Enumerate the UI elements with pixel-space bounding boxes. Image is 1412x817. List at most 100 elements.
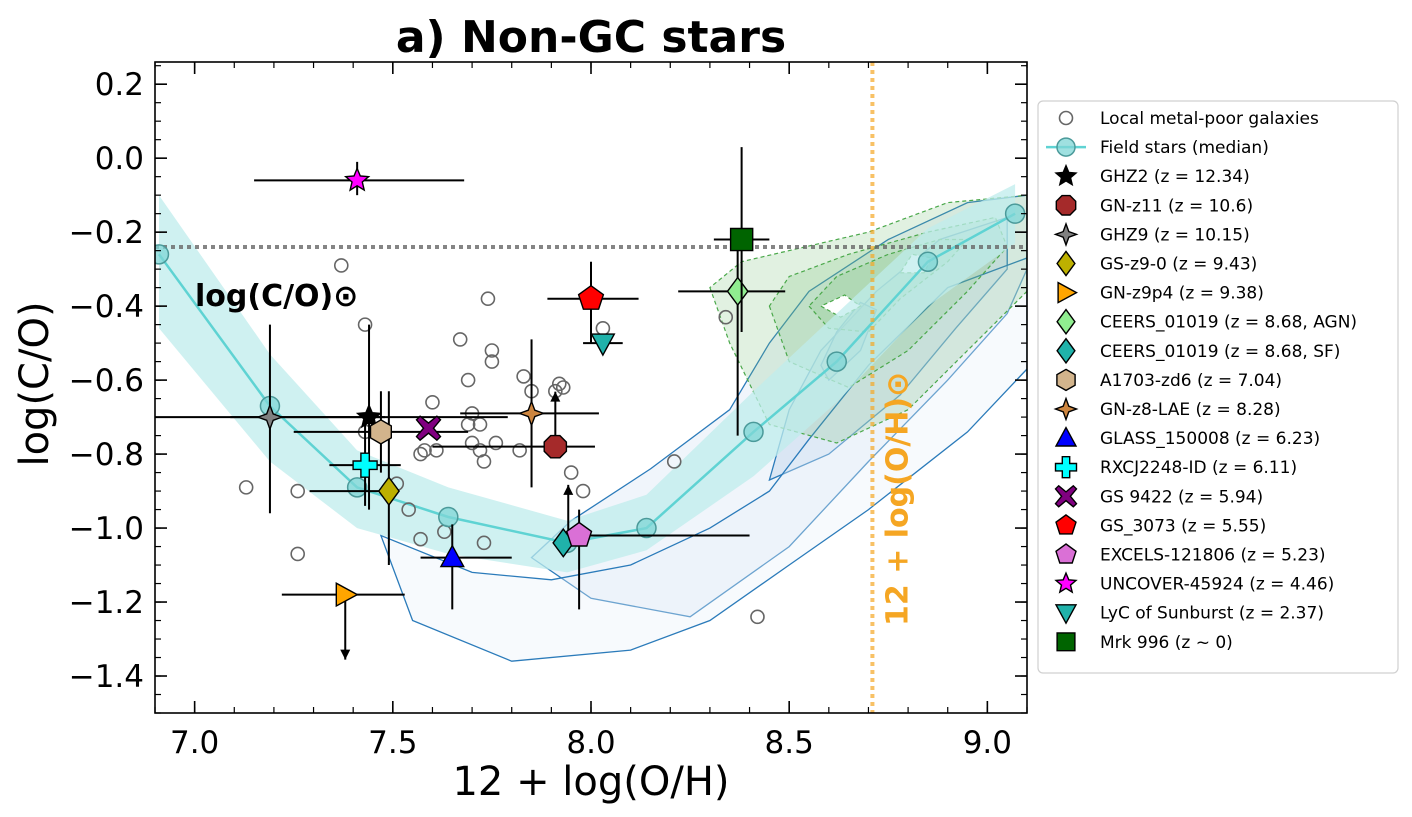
legend-marker [1056, 308, 1076, 335]
legend-entry-14: GS_3073 (z = 5.55) [1055, 514, 1266, 536]
local-galaxy-point [750, 609, 765, 625]
local-galaxy-point [429, 443, 444, 458]
local-galaxy-point [516, 369, 531, 384]
legend-label: GLASS_150008 (z = 6.23) [1100, 429, 1320, 449]
uplim-gn-z11-head [550, 391, 561, 402]
field-star-point [636, 517, 657, 539]
local-galaxy-point [425, 394, 440, 410]
lolim-ceers-01019-sf-head [563, 484, 574, 495]
marker-a1703-zd6 [369, 419, 392, 445]
local-galaxy-point [413, 531, 428, 547]
marker-glass-150008 [439, 544, 465, 568]
legend-label: Field stars (median) [1100, 138, 1269, 158]
local-galaxy-point [460, 372, 476, 388]
local-galaxy-point [480, 291, 496, 307]
marker-ghz9 [255, 403, 284, 432]
local-galaxy-point [484, 354, 500, 369]
point-mrk-996 [713, 147, 770, 333]
local-galaxy-point [488, 435, 504, 451]
legend-label: CEERS_01019 (z = 8.68, AGN) [1100, 313, 1357, 333]
y-tick-label: −0.8 [69, 437, 144, 473]
marker-gs-3073 [577, 284, 605, 310]
legend-label: GS-z9-0 (z = 9.43) [1100, 255, 1257, 275]
point-lyc-of-sunburst [583, 333, 623, 357]
local-galaxy-point [575, 483, 591, 499]
y-tick-label: −0.6 [69, 363, 144, 399]
legend-entry-2: GHZ2 (z = 12.34) [1054, 163, 1250, 187]
legend-marker [1054, 484, 1078, 508]
legend-entry-4: GHZ9 (z = 10.15) [1053, 221, 1250, 247]
local-galaxy-point [413, 446, 428, 462]
local-galaxy-point [333, 258, 349, 273]
legend-label: Mrk 996 (z ~ 0) [1100, 633, 1233, 653]
local-galaxy-point [417, 443, 432, 458]
y-tick-label: −1.0 [69, 511, 144, 547]
legend-marker [1057, 281, 1078, 304]
y-tick-label: −1.4 [69, 659, 144, 695]
legend-marker [1055, 514, 1077, 535]
marker-lyc-of-sunburst [590, 333, 616, 357]
legend-marker [1054, 163, 1078, 187]
point-glass-150008 [420, 524, 512, 610]
legend: Local metal-poor galaxies Field stars (me… [1037, 100, 1399, 674]
legend-entry-3: GN-z11 (z = 10.6) [1055, 194, 1253, 216]
legend-label: LyC of Sunburst (z = 2.37) [1100, 604, 1324, 624]
x-tick-label: 9.0 [963, 725, 1012, 761]
uplim-gn-z9p4-head [340, 649, 351, 660]
local-galaxy-point [512, 443, 527, 458]
legend-marker [1058, 110, 1074, 126]
y-axis-label: log(C/O) [12, 301, 58, 466]
y-tick-label: −0.4 [69, 289, 144, 325]
x-tick-label: 7.5 [368, 725, 417, 761]
plot-area: log(C/O)⊙ 12 + log(O/H)⊙ [155, 62, 1027, 713]
legend-entry-8: CEERS_01019 (z = 8.68, SF) [1056, 337, 1340, 365]
local-galaxy-point [666, 454, 682, 469]
x-tick-label: 8.5 [765, 725, 814, 761]
point-gs-9422 [415, 415, 442, 442]
legend-entry-0: Local metal-poor galaxies [1058, 109, 1319, 129]
local-galaxy-point [551, 376, 567, 392]
legend-entry-10: GN-z8-LAE (z = 8.28) [1053, 396, 1281, 422]
plot-clipped [155, 62, 1027, 713]
local-galaxy-point [452, 332, 468, 347]
local-galaxy-point [290, 546, 305, 562]
legend-label: EXCELS-121806 (z = 5.23) [1100, 546, 1326, 566]
solar-co-label: log(C/O)⊙ [195, 279, 358, 314]
y-tick-label: −0.2 [69, 215, 144, 251]
legend-entry-9: A1703-zd6 (z = 7.04) [1056, 368, 1282, 392]
legend-marker [1056, 368, 1076, 392]
legend-marker [1054, 604, 1078, 625]
legend-marker [1054, 571, 1078, 594]
marker-excels-121806 [565, 521, 593, 547]
legend-entry-1: Field stars (median) [1046, 137, 1269, 158]
axes: 7.0 7.5 8.0 8.5 9.0 0.2 0.0 −0.2 −0.4 −0.6 −0.8 −1.… [69, 61, 1028, 761]
field-stars-band [159, 184, 1016, 573]
point-gs-z9-0 [309, 391, 400, 566]
local-galaxy-point [563, 465, 579, 480]
legend-marker [1053, 396, 1079, 422]
local-galaxy-point [595, 321, 611, 336]
marker-gn-z11 [543, 434, 568, 459]
legend-entry-12: RXCJ2248-ID (z = 6.11) [1054, 456, 1297, 479]
legend-label: GN-z8-LAE (z = 8.28) [1100, 400, 1281, 420]
legend-marker [1054, 426, 1078, 447]
legend-label: RXCJ2248-ID (z = 6.11) [1100, 458, 1297, 478]
point-ghz9 [155, 324, 385, 514]
marker-gn-z9p4 [335, 582, 359, 608]
legend-entry-18: Mrk 996 (z ~ 0) [1056, 632, 1233, 653]
field-star-point [743, 421, 764, 443]
legend-label: GHZ2 (z = 12.34) [1100, 167, 1250, 187]
legend-marker [1056, 250, 1076, 277]
legend-marker [1055, 194, 1077, 216]
legend-entry-15: EXCELS-121806 (z = 5.23) [1055, 543, 1326, 566]
point-uncover-45924 [254, 161, 465, 196]
local-galaxy-point [460, 417, 476, 432]
legend-frame [1037, 100, 1399, 674]
local-galaxy-point [476, 535, 492, 551]
field-star-point [917, 251, 939, 272]
marker-ceers-01019-agn [726, 276, 749, 307]
legend-label: GN-z11 (z = 10.6) [1100, 196, 1253, 216]
legend-entry-16: UNCOVER-45924 (z = 4.46) [1054, 571, 1334, 595]
point-ceers-01019-agn [678, 239, 786, 436]
